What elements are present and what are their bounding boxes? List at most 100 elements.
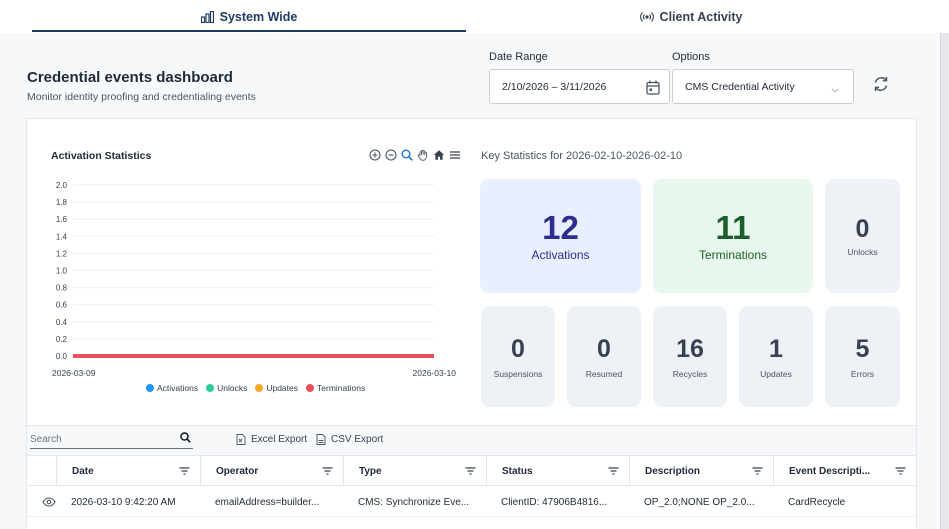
y-tick-label: 0.4 xyxy=(56,318,68,327)
column-header-label: Date xyxy=(72,465,94,477)
cell-type: CMS: Synchronize Eve... xyxy=(358,496,470,508)
search-field[interactable]: Search xyxy=(30,431,193,449)
options-select[interactable]: CMS Credential Activity xyxy=(672,69,854,104)
column-header-label: Type xyxy=(359,465,382,477)
y-tick-label: 1.8 xyxy=(56,198,68,207)
zoom-in-icon[interactable] xyxy=(368,148,382,162)
cell-date: 2026-03-10 9:42:20 AM xyxy=(71,496,176,508)
stat-unlocks: 0 Unlocks xyxy=(825,179,900,293)
csv-file-icon xyxy=(316,434,326,445)
y-tick-label: 0.2 xyxy=(56,335,68,344)
stat-updates-value: 1 xyxy=(769,334,783,363)
view-eye-icon[interactable] xyxy=(42,487,58,517)
excel-export-button[interactable]: Excel Export xyxy=(236,434,307,445)
home-icon[interactable] xyxy=(432,148,446,162)
filter-icon[interactable] xyxy=(895,467,906,478)
cell-status: ClientID: 47906B4816... xyxy=(501,496,608,508)
legend-dot xyxy=(306,384,315,392)
legend-dot xyxy=(206,384,215,392)
cell-description: OP_2.0;NONE OP_2.0... xyxy=(644,496,755,508)
tab-client-activity-label: Client Activity xyxy=(659,9,743,24)
chart-title: Activation Statistics xyxy=(51,150,152,162)
stat-terminations-value: 11 xyxy=(715,209,751,246)
page-scrollbar[interactable] xyxy=(940,33,949,529)
column-header-event-description[interactable]: Event Descripti... xyxy=(773,456,916,486)
date-range-picker[interactable]: 2/10/2026 – 3/11/2026 xyxy=(489,69,670,104)
stat-terminations-label: Terminations xyxy=(698,248,768,262)
legend-item-activations[interactable]: Activations xyxy=(146,383,198,393)
tab-bar: System Wide Client Activity xyxy=(0,0,949,33)
stat-errors-value: 5 xyxy=(855,334,870,363)
table-row[interactable] xyxy=(27,487,916,517)
refresh-icon[interactable] xyxy=(872,75,892,95)
legend-label: Activations xyxy=(157,383,199,393)
stat-resumed-value: 0 xyxy=(597,334,611,363)
stat-updates-label: Updates xyxy=(760,368,792,379)
filter-icon[interactable] xyxy=(752,467,763,478)
stat-recycles-value: 16 xyxy=(676,334,704,363)
stat-suspensions-label: Suspensions xyxy=(493,368,543,379)
broadcast-icon xyxy=(639,11,654,23)
menu-icon[interactable] xyxy=(448,148,462,162)
search-input[interactable]: Search xyxy=(30,434,62,445)
legend-item-terminations[interactable]: Terminations xyxy=(306,383,365,393)
activation-chart: 2.0 1.8 1.6 1.4 1.2 1.0 0.8 0.6 0.4 0.2 0.0 2026-03… xyxy=(52,181,457,378)
chevron-down-icon xyxy=(831,84,839,96)
legend-label: Unlocks xyxy=(217,383,248,393)
y-tick-label: 1.4 xyxy=(56,232,68,241)
chart-legend: Activations Unlocks Updates Terminations xyxy=(146,383,365,393)
column-header-label: Event Descripti... xyxy=(789,465,871,477)
magnifier-icon[interactable] xyxy=(400,148,414,162)
column-header-operator[interactable]: Operator xyxy=(200,456,343,486)
excel-export-label: Excel Export xyxy=(251,434,308,445)
column-header-label: Status xyxy=(502,465,533,477)
chart-toolbar xyxy=(368,148,462,162)
stat-updates: 1 Updates xyxy=(739,306,813,407)
zoom-out-icon[interactable] xyxy=(384,148,398,162)
key-statistics-title: Key Statistics for 2026-02-10-2026-02-10 xyxy=(481,150,683,162)
column-header-description[interactable]: Description xyxy=(629,456,773,486)
stat-suspensions: 0 Suspensions xyxy=(481,306,555,407)
excel-file-icon xyxy=(236,434,246,445)
date-range-value: 2/10/2026 – 3/11/2026 xyxy=(502,80,607,93)
pan-hand-icon[interactable] xyxy=(416,148,430,162)
date-range-label: Date Range xyxy=(489,51,548,63)
calendar-icon[interactable] xyxy=(646,80,660,98)
stat-activations: 12 Activations xyxy=(480,179,641,293)
column-header-type[interactable]: Type xyxy=(343,456,486,486)
y-tick-label: 1.2 xyxy=(56,249,68,258)
table-row[interactable] xyxy=(27,518,916,529)
stat-errors: 5 Errors xyxy=(825,306,900,407)
y-tick-label: 1.6 xyxy=(56,215,68,224)
options-label: Options xyxy=(672,51,710,63)
column-header-label: Description xyxy=(645,465,701,477)
filter-icon[interactable] xyxy=(179,467,190,478)
stat-unlocks-value: 0 xyxy=(855,215,870,243)
stat-errors-label: Errors xyxy=(850,368,875,379)
x-tick-label: 2026-03-10 xyxy=(413,368,457,378)
legend-item-unlocks[interactable]: Unlocks xyxy=(206,383,247,393)
tab-client-activity[interactable]: Client Activity xyxy=(466,0,916,33)
column-header-label: Operator xyxy=(216,465,259,477)
y-tick-label: 2.0 xyxy=(56,181,68,190)
search-icon[interactable] xyxy=(180,432,191,446)
csv-export-button[interactable]: CSV Export xyxy=(316,434,383,445)
column-header-status[interactable]: Status xyxy=(486,456,629,486)
stat-suspensions-value: 0 xyxy=(511,334,525,363)
options-value: CMS Credential Activity xyxy=(685,80,795,93)
legend-dot xyxy=(146,384,154,392)
legend-label: Terminations xyxy=(317,383,366,393)
y-tick-label: 1.0 xyxy=(56,267,68,276)
x-tick-label: 2026-03-09 xyxy=(52,368,96,378)
tab-system-wide-label: System Wide xyxy=(219,9,298,24)
filter-icon[interactable] xyxy=(465,467,476,478)
legend-dot xyxy=(255,384,264,392)
legend-item-updates[interactable]: Updates xyxy=(255,383,298,393)
tab-system-wide[interactable]: System Wide xyxy=(32,0,466,33)
column-header-date[interactable]: Date xyxy=(56,456,200,486)
y-tick-label: 0.6 xyxy=(56,301,68,310)
page-title: Credential events dashboard xyxy=(27,69,233,86)
filter-icon[interactable] xyxy=(608,467,619,478)
stat-recycles: 16 Recycles xyxy=(653,306,727,407)
filter-icon[interactable] xyxy=(322,467,333,478)
